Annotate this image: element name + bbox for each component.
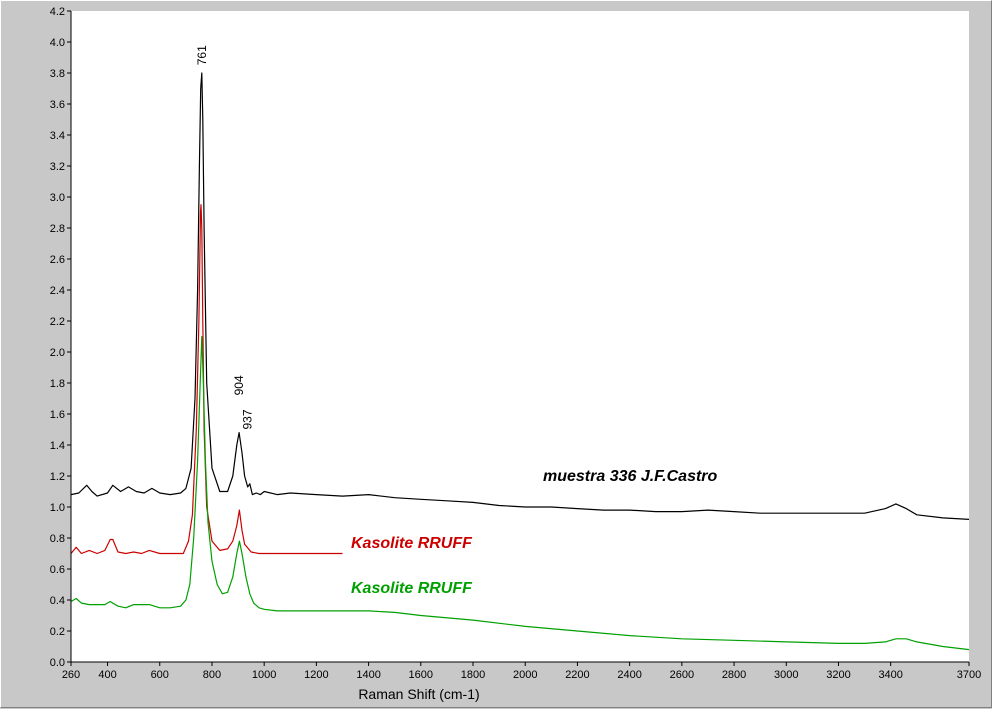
y-tick-label: 2.8 (50, 223, 65, 235)
x-tick-label: 1000 (252, 669, 276, 681)
y-tick-label: 3.8 (50, 68, 65, 80)
y-tick-label: 4.0 (50, 37, 65, 49)
y-tick-label: 2.2 (50, 316, 65, 328)
x-tick-label: 1400 (356, 669, 380, 681)
plot-area (71, 11, 969, 662)
x-tick-label: 1800 (461, 669, 485, 681)
peak-annotations: 761 904 937 (195, 45, 255, 430)
y-tick-label: 2.0 (50, 347, 65, 359)
y-tick-label: 3.4 (50, 130, 65, 142)
y-tick-label: 1.6 (50, 409, 65, 421)
y-tick-label: 1.4 (50, 440, 65, 452)
series-label-muestra: muestra 336 J.F.Castro (543, 468, 718, 485)
peak-label-904: 904 (232, 375, 246, 395)
x-tick-label: 3400 (878, 669, 902, 681)
x-axis-title: Raman Shift (cm-1) (358, 686, 479, 702)
y-tick-label: 4.2 (50, 6, 65, 18)
y-tick-label: 2.4 (50, 285, 65, 297)
y-tick-label: 1.0 (50, 502, 65, 514)
y-tick-label: 3.0 (50, 192, 65, 204)
x-tick-label: 400 (98, 669, 116, 681)
y-tick-label: 2.6 (50, 254, 65, 266)
y-tick-label: 3.2 (50, 161, 65, 173)
y-tick-label: 0.2 (50, 626, 65, 638)
series-line-1 (70, 204, 343, 555)
series-line-2 (70, 335, 970, 651)
x-tick-label: 2800 (722, 669, 746, 681)
y-tick-label: 3.6 (50, 99, 65, 111)
y-tick-label: 0.0 (50, 657, 65, 669)
x-tick-label: 1600 (409, 669, 433, 681)
y-tick-label: 0.6 (50, 564, 65, 576)
y-tick-label: 0.4 (50, 595, 65, 607)
x-tick-label: 2000 (513, 669, 537, 681)
x-tick-label: 3200 (826, 669, 850, 681)
x-tick-label: 3700 (957, 669, 981, 681)
y-axis-ticks: 0.0 0.2 0.4 0.6 0.8 1.0 1.2 1.4 1.6 1.8 2.0 2.2 2.4 2… (50, 6, 71, 669)
x-tick-label: 2600 (670, 669, 694, 681)
peak-label-937: 937 (241, 409, 255, 429)
x-tick-label: 600 (151, 669, 169, 681)
x-tick-label: 3000 (774, 669, 798, 681)
x-tick-label: 800 (203, 669, 221, 681)
y-tick-label: 1.2 (50, 471, 65, 483)
x-tick-label: 260 (62, 669, 80, 681)
peak-label-761: 761 (195, 45, 209, 65)
series-label-kasolite-green: Kasolite RRUFF (351, 580, 473, 597)
x-tick-label: 1200 (304, 669, 328, 681)
y-tick-label: 1.8 (50, 378, 65, 390)
series-line-0 (70, 72, 970, 520)
x-tick-label: 2200 (565, 669, 589, 681)
x-tick-label: 2400 (617, 669, 641, 681)
y-tick-label: 0.8 (50, 533, 65, 545)
series-label-kasolite-red: Kasolite RRUFF (351, 535, 473, 552)
series-lines (70, 72, 970, 651)
x-axis-ticks: 260 400 600 800 1000 1200 1400 1600 1800 2000 2200… (62, 662, 981, 681)
